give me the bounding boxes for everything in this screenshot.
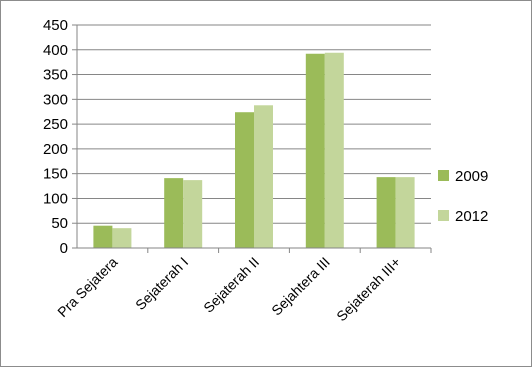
y-tick-label: 150 xyxy=(43,166,68,183)
y-tick-label: 300 xyxy=(43,91,68,108)
y-tick-label: 450 xyxy=(43,17,68,34)
legend-swatch xyxy=(438,170,449,181)
bar-2012-1 xyxy=(183,180,203,248)
legend-swatch xyxy=(438,210,449,221)
bar-2012-2 xyxy=(254,105,273,248)
y-tick-label: 200 xyxy=(43,141,68,158)
legend-label: 2009 xyxy=(455,168,488,185)
y-tick-label: 350 xyxy=(43,67,68,84)
y-tick-label: 250 xyxy=(43,116,68,133)
y-tick-labels: 0 50 100 150 200 250 300 350 400 450 xyxy=(43,17,68,257)
x-tick-label: Sejaterah II xyxy=(200,254,262,316)
bar-2009-1 xyxy=(164,178,184,248)
x-tick-label: Pra Sejatera xyxy=(54,254,120,320)
bar-2009-2 xyxy=(235,112,254,249)
bar-2009-0 xyxy=(93,225,113,248)
x-tick-labels: Pra Sejatera Sejaterah I Sejaterah II Sejah… xyxy=(54,254,404,325)
bar-2012-4 xyxy=(395,177,415,248)
y-tick-label: 100 xyxy=(43,190,68,207)
x-tick-label: Sejahtera III xyxy=(268,254,333,319)
y-tick-label: 400 xyxy=(43,42,68,59)
x-tick-label: Sejaterah III+ xyxy=(333,254,403,324)
y-tick-label: 0 xyxy=(60,240,68,257)
axes xyxy=(72,24,432,253)
x-tick-label: Sejaterah I xyxy=(132,254,191,313)
bar-2009-3 xyxy=(305,53,325,249)
y-tick-label: 50 xyxy=(51,215,68,232)
bar-2012-3 xyxy=(324,52,344,248)
gridlines xyxy=(77,24,431,224)
bar-2009-4 xyxy=(376,177,396,248)
legend-label: 2012 xyxy=(455,208,488,225)
bar-2012-0 xyxy=(112,228,132,248)
bars xyxy=(93,52,415,249)
legend: 2009 2012 xyxy=(438,168,488,225)
